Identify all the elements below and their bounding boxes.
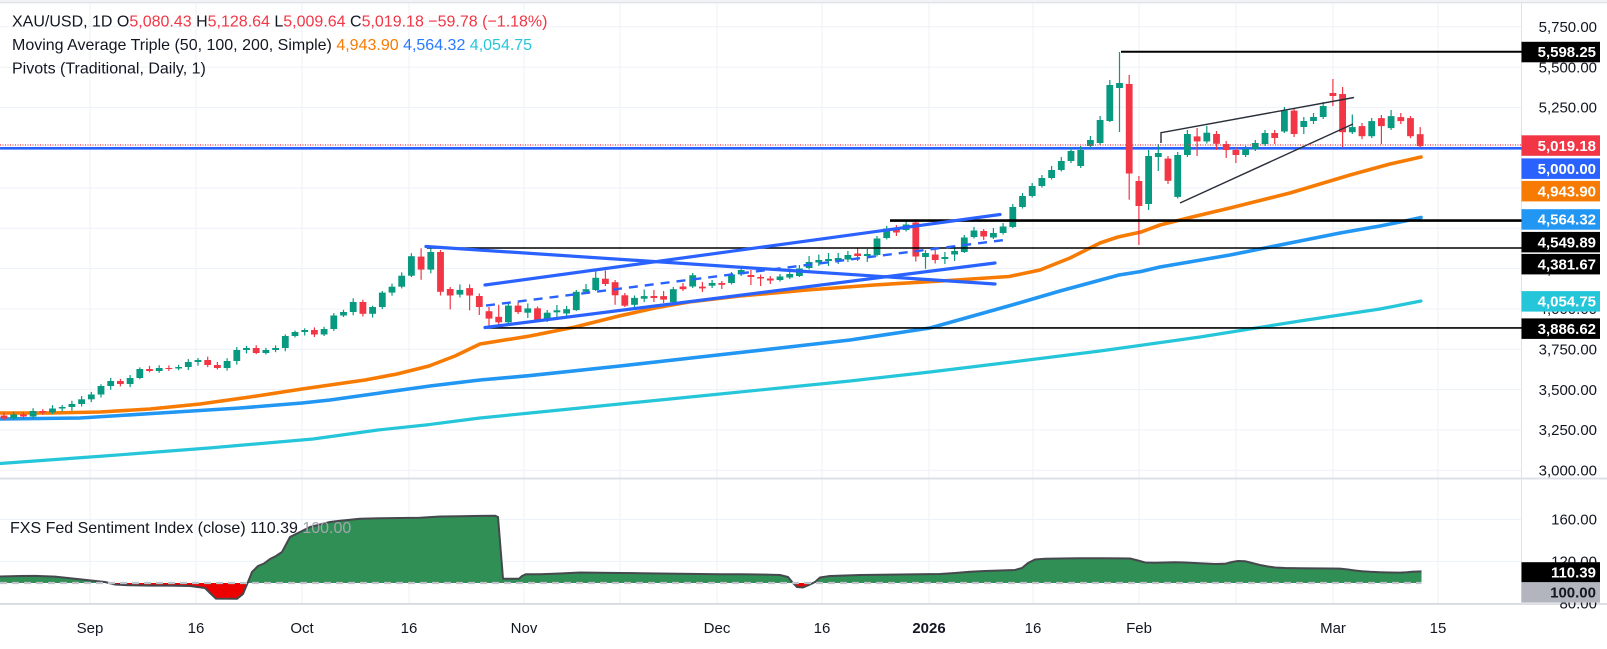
svg-text:3,000.00: 3,000.00 (1539, 462, 1597, 479)
svg-text:Moving Average Triple (50, 100: Moving Average Triple (50, 100, 200, Sim… (12, 37, 532, 54)
svg-text:100.00: 100.00 (1550, 585, 1596, 602)
svg-text:5,750.00: 5,750.00 (1539, 19, 1597, 36)
svg-text:Mar: Mar (1320, 620, 1346, 637)
svg-text:4,943.90: 4,943.90 (1538, 183, 1596, 200)
svg-text:160.00: 160.00 (1551, 512, 1597, 529)
svg-text:Feb: Feb (1126, 620, 1152, 637)
svg-text:4,564.32: 4,564.32 (1538, 212, 1596, 229)
svg-text:Sep: Sep (77, 620, 104, 637)
svg-text:Pivots (Traditional, Daily, 1): Pivots (Traditional, Daily, 1) (12, 61, 206, 78)
svg-text:5,250.00: 5,250.00 (1539, 100, 1597, 117)
svg-text:5,598.25: 5,598.25 (1538, 44, 1596, 61)
svg-text:4,054.75: 4,054.75 (1538, 294, 1596, 311)
svg-text:Oct: Oct (290, 620, 314, 637)
svg-text:Nov: Nov (511, 620, 538, 637)
svg-text:16: 16 (1025, 620, 1042, 637)
svg-text:4,381.67: 4,381.67 (1538, 256, 1596, 273)
svg-text:16: 16 (188, 620, 205, 637)
svg-text:3,750.00: 3,750.00 (1539, 342, 1597, 359)
svg-text:110.39: 110.39 (1551, 565, 1596, 582)
svg-text:16: 16 (401, 620, 418, 637)
svg-text:5,019.18: 5,019.18 (1538, 138, 1596, 155)
svg-text:5,500.00: 5,500.00 (1539, 59, 1597, 76)
svg-text:3,500.00: 3,500.00 (1539, 382, 1597, 399)
svg-text:3,250.00: 3,250.00 (1539, 422, 1597, 439)
svg-text:XAU/USD, 1D O5,080.43 H5,128.6: XAU/USD, 1D O5,080.43 H5,128.64 L5,009.6… (12, 14, 547, 31)
svg-text:4,549.89: 4,549.89 (1538, 234, 1596, 251)
svg-text:5,000.00: 5,000.00 (1538, 161, 1596, 178)
svg-text:Dec: Dec (704, 620, 731, 637)
svg-text:16: 16 (814, 620, 831, 637)
svg-text:2026: 2026 (912, 620, 945, 637)
svg-text:15: 15 (1430, 620, 1447, 637)
svg-text:3,886.62: 3,886.62 (1538, 321, 1596, 338)
svg-text:FXS Fed Sentiment Index (close: FXS Fed Sentiment Index (close) 110.39 1… (10, 520, 351, 537)
